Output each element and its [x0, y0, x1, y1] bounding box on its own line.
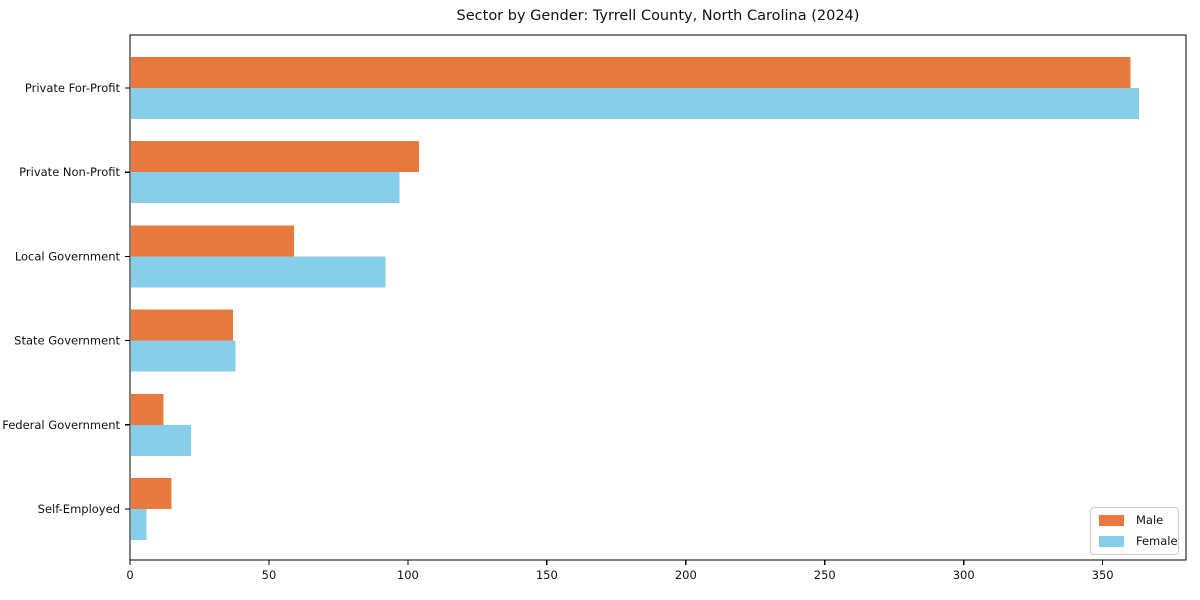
bar-private-non-profit-male: [131, 141, 420, 173]
y-tick-label-state-government: State Government: [14, 334, 120, 348]
bar-local-government-male: [131, 225, 294, 257]
x-tick-label-50: 50: [262, 568, 277, 582]
bar-state-government-male: [131, 309, 233, 341]
legend-item-female: Female: [1099, 535, 1178, 548]
x-tick-label-0: 0: [126, 568, 133, 582]
bar-private-for-profit-female: [131, 88, 1139, 119]
y-tick-label-federal-government: Federal Government: [2, 418, 120, 432]
y-tick-label-private-non-profit: Private Non-Profit: [19, 165, 120, 179]
legend-label-female: Female: [1136, 533, 1178, 548]
bar-private-for-profit-male: [131, 57, 1131, 88]
legend-swatch-male: [1099, 515, 1124, 527]
bar-federal-government-male: [131, 393, 164, 425]
y-tick-label-self-employed: Self-Employed: [38, 502, 120, 516]
legend-item-male: Male: [1099, 513, 1171, 527]
x-tick-label-300: 300: [953, 568, 975, 582]
bar-state-government-female: [131, 340, 236, 372]
legend: Male Female: [1090, 507, 1179, 555]
bar-self-employed-female: [131, 509, 147, 540]
legend-label-male: Male: [1136, 513, 1164, 527]
chart-title: Sector by Gender: Tyrrell County, North …: [456, 8, 860, 24]
x-tick-label-250: 250: [814, 568, 836, 582]
x-tick-label-100: 100: [397, 568, 419, 582]
bar-local-government-female: [131, 256, 386, 288]
x-tick-label-150: 150: [536, 568, 558, 582]
bar-private-non-profit-female: [131, 172, 400, 204]
y-tick-label-private-for-profit: Private For-Profit: [25, 81, 121, 95]
bar-self-employed-male: [131, 478, 172, 509]
legend-swatch-female: [1099, 535, 1124, 547]
plot-frame: [129, 34, 1187, 561]
x-tick-label-200: 200: [675, 568, 697, 582]
x-tick-label-350: 350: [1092, 568, 1114, 582]
y-tick-label-local-government: Local Government: [15, 249, 121, 263]
bar-federal-government-female: [131, 424, 192, 456]
